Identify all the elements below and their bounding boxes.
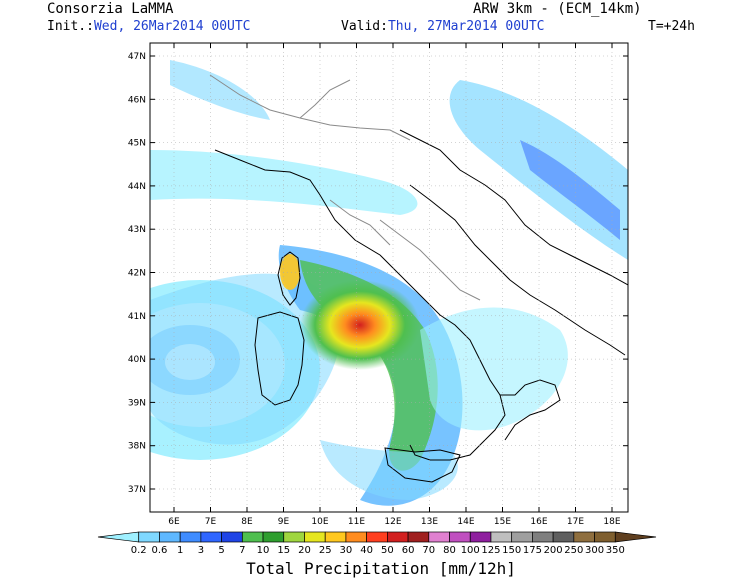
lon-label: 9E [278, 517, 290, 527]
lat-label: 40N [128, 355, 146, 365]
colorbar-swatch [221, 531, 243, 543]
lon-label: 10E [311, 517, 328, 527]
colorbar-swatch [428, 531, 450, 543]
colorbar-swatch [179, 531, 202, 543]
colorbar-level-label: 1 [177, 545, 183, 556]
colorbar-swatch [262, 531, 285, 543]
valid-line: Valid:Thu, 27Mar2014 00UTC [341, 19, 545, 35]
init-label: Init.: [47, 19, 94, 34]
colorbar-swatch [490, 531, 513, 543]
colorbar-title: Total Precipitation [mm/12h] [246, 559, 516, 578]
colorbar-swatch [241, 531, 264, 543]
lon-label: 13E [421, 517, 438, 527]
valid-value: Thu, 27Mar2014 00UTC [387, 19, 545, 34]
colorbar-swatch [532, 531, 554, 543]
org-title: Consorzia LaMMA [47, 1, 174, 17]
lon-label: 15E [494, 517, 511, 527]
longitude-axis: 6E 7E 8E 9E 10E 11E 12E 13E 14E 15E 16E 17E 18E [168, 43, 621, 527]
colorbar-level-label: 150 [502, 545, 521, 556]
lat-label: 42N [128, 269, 146, 279]
colorbar-level-label: 350 [606, 545, 625, 556]
colorbar-swatch [407, 531, 430, 543]
colorbar: 0.2 0.6 1 3 5 7 10 15 20 25 30 40 50 60 70 80 100 125 150 1… [97, 531, 657, 556]
colorbar-swatch [97, 531, 140, 543]
colorbar-level-label: 125 [481, 545, 500, 556]
colorbar-level-label: 250 [564, 545, 583, 556]
lon-label: 16E [530, 517, 547, 527]
lon-label: 11E [348, 517, 365, 527]
colorbar-swatch [138, 531, 160, 543]
latitude-axis: 47N 46N 45N 44N 43N 42N 41N 40N 39N 38N 37N [128, 52, 628, 495]
lon-label: 8E [241, 517, 253, 527]
colorbar-level-label: 10 [257, 545, 270, 556]
colorbar-level-label: 200 [544, 545, 563, 556]
colorbar-swatch [304, 531, 326, 543]
map-field [150, 43, 628, 512]
lon-label: 12E [384, 517, 401, 527]
init-value: Wed, 26Mar2014 00UTC [93, 19, 251, 34]
lon-label: 18E [603, 517, 620, 527]
colorbar-level-label: 3 [198, 545, 204, 556]
colorbar-level-label: 100 [461, 545, 480, 556]
lat-label: 37N [128, 485, 146, 495]
borders [209, 74, 481, 301]
lat-label: 39N [128, 398, 146, 408]
colorbar-level-label: 50 [381, 545, 394, 556]
map-frame [149, 42, 629, 513]
colorbar-level-label: 25 [319, 545, 332, 556]
lead-time: T=+24h [648, 19, 695, 34]
colorbar-level-label: 60 [402, 545, 415, 556]
colorbar-level-label: 175 [523, 545, 542, 556]
colorbar-swatch [387, 531, 409, 543]
colorbar-level-label: 40 [360, 545, 373, 556]
colorbar-level-label: 7 [239, 545, 245, 556]
colorbar-swatch [283, 531, 305, 543]
colorbar-level-label: 20 [298, 545, 311, 556]
colorbar-level-label: 30 [340, 545, 353, 556]
init-line: Init.:Wed, 26Mar2014 00UTC [47, 19, 251, 35]
colorbar-swatch [159, 531, 181, 543]
colorbar-swatch [614, 531, 657, 543]
lat-label: 47N [128, 52, 146, 62]
colorbar-swatch [552, 531, 575, 543]
lat-label: 45N [128, 139, 146, 149]
colorbar-swatch [449, 531, 471, 543]
colorbar-swatch [511, 531, 533, 543]
colorbar-swatch [366, 531, 388, 543]
valid-label: Valid: [341, 19, 388, 34]
coastlines [214, 129, 628, 483]
colorbar-level-label: 300 [585, 545, 604, 556]
colorbar-level-label: 80 [443, 545, 456, 556]
lat-label: 43N [128, 225, 146, 235]
lon-label: 7E [205, 517, 217, 527]
colorbar-swatch [594, 531, 616, 543]
lat-label: 46N [128, 95, 146, 105]
colorbar-level-label: 5 [218, 545, 224, 556]
colorbar-swatch [345, 531, 367, 543]
colorbar-swatch [469, 531, 492, 543]
colorbar-swatch [573, 531, 595, 543]
colorbar-level-label: 0.2 [131, 545, 147, 556]
lon-label: 6E [168, 517, 180, 527]
rain-core [300, 280, 420, 370]
colorbar-swatch [324, 531, 347, 543]
lon-label: 17E [567, 517, 584, 527]
lat-label: 44N [128, 182, 146, 192]
colorbar-level-label: 15 [277, 545, 290, 556]
lat-label: 38N [128, 442, 146, 452]
colorbar-swatch [200, 531, 222, 543]
colorbar-level-label: 70 [422, 545, 435, 556]
model-title: ARW 3km - (ECM_14km) [473, 1, 642, 17]
colorbar-level-label: 0.6 [151, 545, 167, 556]
lat-label: 41N [128, 312, 146, 322]
lon-label: 14E [457, 517, 474, 527]
